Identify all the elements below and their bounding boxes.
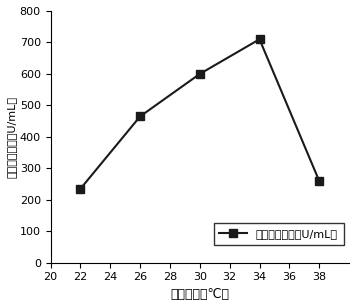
橙皮苷糖苷活（U/mL）	[198, 72, 202, 76]
Y-axis label: 橙皮苷糖苷活（U/mL）: 橙皮苷糖苷活（U/mL）	[7, 96, 17, 178]
Line: 橙皮苷糖苷活（U/mL）: 橙皮苷糖苷活（U/mL）	[76, 35, 323, 193]
橙皮苷糖苷活（U/mL）	[257, 38, 262, 41]
橙皮苷糖苷活（U/mL）	[78, 187, 83, 191]
橙皮苷糖苷活（U/mL）	[138, 115, 142, 118]
橙皮苷糖苷活（U/mL）	[317, 179, 321, 183]
X-axis label: 发酵温度（℃）: 发酵温度（℃）	[170, 288, 229, 301]
Legend: 橙皮苷糖苷活（U/mL）: 橙皮苷糖苷活（U/mL）	[214, 223, 344, 245]
